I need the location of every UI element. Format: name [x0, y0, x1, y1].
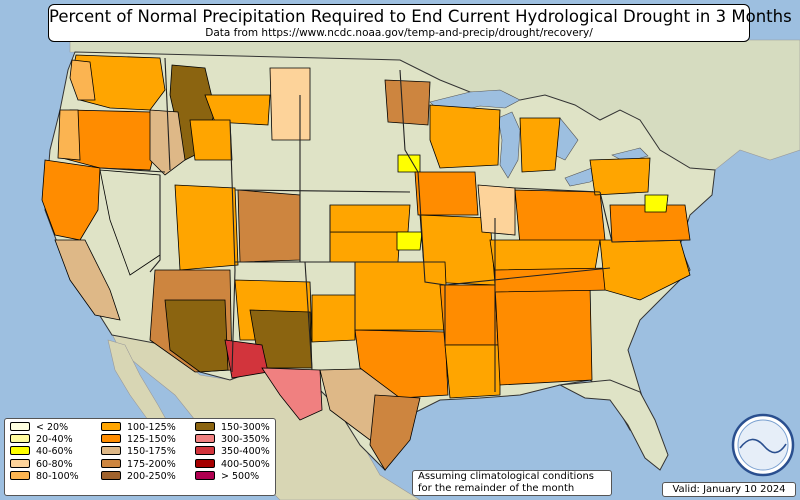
- region-wisconsin: [429, 104, 501, 169]
- region-oregon-coast: [57, 109, 81, 161]
- state-borders: [99, 57, 691, 392]
- region-wyoming: [189, 119, 233, 161]
- region-pennsylvania: [589, 157, 651, 196]
- region-illinois-east: [477, 184, 516, 236]
- florida-land: [558, 379, 669, 471]
- drought-regions: [41, 54, 691, 471]
- region-utah: [174, 184, 239, 271]
- region-mississippi-alabama: [494, 284, 593, 386]
- region-maryland-yellow: [644, 194, 669, 213]
- legend-swatch: [10, 422, 30, 431]
- legend-item: 80-100%: [10, 470, 79, 483]
- legend-item: < 20%: [10, 422, 79, 434]
- legend-swatch: [195, 458, 215, 468]
- region-dakotas: [384, 79, 431, 126]
- legend-swatch: [10, 470, 30, 480]
- legend-swatch: [101, 446, 121, 456]
- region-nebraska: [329, 204, 411, 233]
- legend-swatch: [101, 434, 121, 444]
- map-subtitle: Data from https://www.ncdc.noaa.gov/temp…: [205, 27, 593, 39]
- legend-swatch: [195, 422, 215, 431]
- region-kansas-yellow: [396, 231, 423, 251]
- lake-michigan: [497, 111, 521, 179]
- note-line-2: for the remainder of the month: [418, 483, 575, 494]
- legend-swatch: [195, 446, 215, 456]
- legend-item: 175-200%: [101, 458, 176, 471]
- legend-swatch: [101, 458, 121, 468]
- region-louisiana: [444, 344, 501, 399]
- region-texas-panhandle: [311, 294, 356, 343]
- region-nm-red: [224, 339, 269, 379]
- region-ohio-valley: [514, 189, 606, 246]
- region-colorado: [237, 189, 301, 263]
- region-arizona-south: [164, 299, 229, 373]
- legend-swatch: [195, 434, 215, 444]
- region-kansas: [329, 231, 401, 263]
- note-line-1: Assuming climatological conditions: [418, 471, 594, 482]
- legend-item: 300-350%: [195, 434, 270, 446]
- assumption-note: Assuming climatological conditions for t…: [412, 470, 612, 496]
- legend-swatch: [195, 470, 215, 480]
- legend-item: 125-150%: [101, 434, 176, 446]
- title-box: Percent of Normal Precipitation Required…: [48, 4, 792, 42]
- region-idaho-south: [149, 109, 186, 176]
- legend-swatch: [101, 422, 121, 431]
- legend-item: 40-60%: [10, 446, 79, 458]
- region-texas-coast: [369, 394, 421, 471]
- region-west-texas: [261, 367, 323, 421]
- legend-item: 60-80%: [10, 458, 79, 471]
- legend-swatch: [101, 470, 121, 480]
- region-iowa: [414, 171, 479, 216]
- legend-item: > 500%: [195, 470, 270, 483]
- legend-column-2: 100-125% 125-150% 150-175% 175-200% 200-…: [101, 422, 176, 483]
- legend-item: 200-250%: [101, 470, 176, 483]
- legend-swatch: [10, 458, 30, 468]
- legend-swatch: [10, 446, 30, 456]
- legend-item: 400-500%: [195, 458, 270, 471]
- region-oklahoma: [354, 261, 449, 331]
- legend-item: 150-175%: [101, 446, 176, 458]
- legend-item: 20-40%: [10, 434, 79, 446]
- region-michigan: [519, 117, 561, 173]
- region-nevada: [99, 169, 161, 276]
- region-wa-coast: [69, 59, 96, 101]
- region-montana-east: [269, 67, 311, 141]
- nexlab-logo: [731, 413, 795, 477]
- legend-item: 150-300%: [195, 422, 270, 434]
- region-montana: [204, 94, 271, 126]
- legend-column-3: 150-300% 300-350% 350-400% 400-500% > 50…: [195, 422, 270, 483]
- legend-item: 100-125%: [101, 422, 176, 434]
- region-arkansas: [439, 284, 499, 346]
- region-tennessee: [494, 267, 613, 293]
- legend-column-1: < 20% 20-40% 40-60% 60-80% 80-100%: [10, 422, 79, 483]
- map-title: Percent of Normal Precipitation Required…: [49, 7, 792, 26]
- region-california-south: [54, 239, 121, 321]
- legend: < 20% 20-40% 40-60% 60-80% 80-100% 100-1…: [4, 418, 276, 496]
- legend-swatch: [10, 434, 30, 444]
- region-texas-east: [354, 329, 449, 399]
- valid-date: Valid: January 10 2024: [662, 482, 796, 497]
- legend-item: 350-400%: [195, 446, 270, 458]
